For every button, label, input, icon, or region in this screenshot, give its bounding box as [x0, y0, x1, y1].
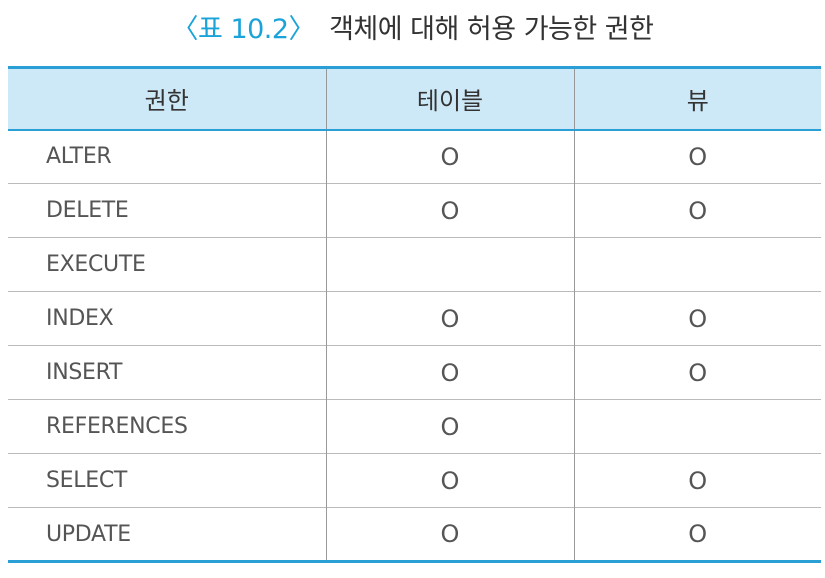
header-table: 테이블 — [325, 67, 574, 130]
table-mark-cell: O — [325, 453, 574, 508]
table-row: REFERENCES O — [8, 399, 821, 454]
table-row: UPDATE O O — [8, 507, 821, 562]
privilege-cell: EXECUTE — [46, 252, 146, 277]
privilege-cell: ALTER — [46, 144, 112, 170]
view-mark-cell — [573, 237, 821, 292]
table-caption: 〈표 10.2〉 객체에 대해 허용 가능한 권한 — [0, 4, 825, 48]
table-row: ALTER O O — [8, 129, 821, 184]
table-row: EXECUTE — [8, 237, 821, 292]
privilege-cell: DELETE — [46, 198, 129, 223]
view-mark-cell: O — [573, 291, 821, 346]
table-header: 권한 테이블 뷰 — [8, 67, 821, 130]
table-mark-cell: O — [325, 399, 574, 454]
header-privilege: 권한 — [144, 87, 189, 116]
caption-label: 〈표 10.2〉 — [171, 13, 316, 45]
header-row: 권한 테이블 뷰 — [8, 67, 821, 130]
view-mark-cell: O — [573, 345, 821, 400]
table-row: DELETE O O — [8, 183, 821, 238]
table-mark-cell — [325, 237, 574, 292]
caption-title: 객체에 대해 허용 가능한 권한 — [329, 13, 654, 45]
view-mark-cell: O — [573, 453, 821, 508]
table-mark-cell: O — [325, 183, 574, 238]
table-mark-cell: O — [325, 345, 574, 400]
privilege-cell: SELECT — [46, 468, 128, 493]
privileges-table-container: 권한 테이블 뷰 ALTER O O DELETE O O EXECUTE — [8, 66, 821, 563]
privileges-table: 권한 테이블 뷰 ALTER O O DELETE O O EXECUTE — [8, 66, 821, 563]
view-mark-cell — [573, 399, 821, 454]
view-mark-cell: O — [573, 507, 821, 562]
privilege-cell: UPDATE — [46, 521, 131, 547]
table-body: ALTER O O DELETE O O EXECUTE INDEX O O I… — [8, 129, 821, 562]
privilege-cell: REFERENCES — [46, 414, 188, 439]
table-mark-cell: O — [325, 291, 574, 346]
table-row: SELECT O O — [8, 453, 821, 508]
table-row: INDEX O O — [8, 291, 821, 346]
table-mark-cell: O — [325, 129, 574, 184]
table-row: INSERT O O — [8, 345, 821, 400]
privilege-cell: INSERT — [46, 360, 123, 385]
table-mark-cell: O — [325, 507, 574, 562]
view-mark-cell: O — [573, 183, 821, 238]
view-mark-cell: O — [573, 129, 821, 184]
header-view: 뷰 — [573, 67, 821, 130]
privilege-cell: INDEX — [46, 306, 114, 331]
